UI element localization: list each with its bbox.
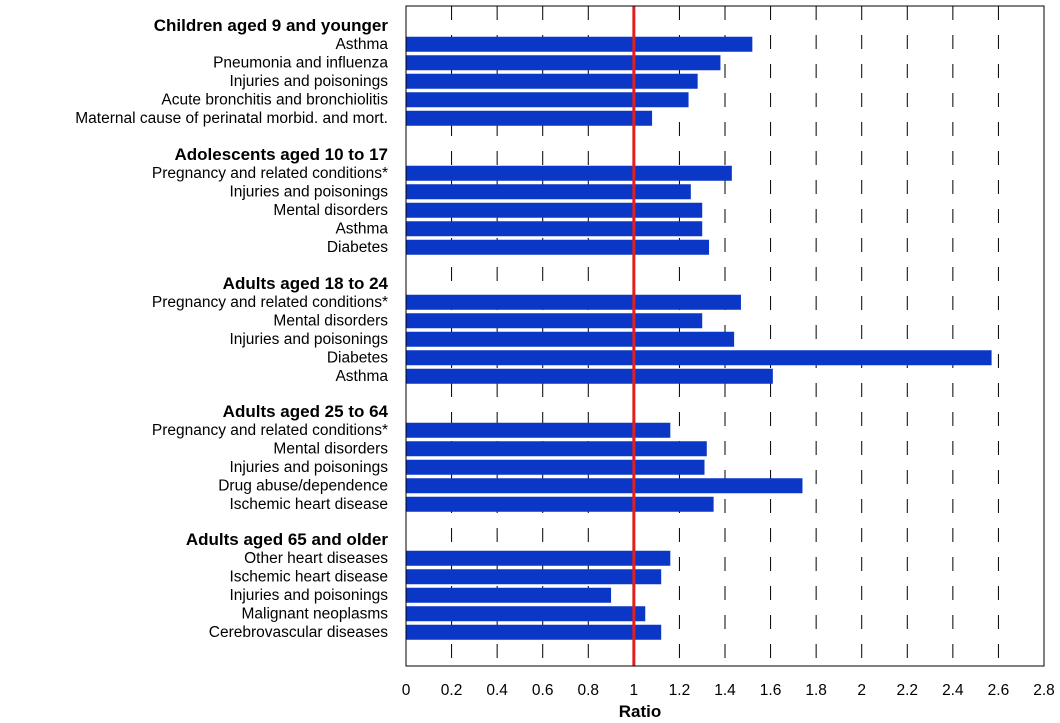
x-axis-title: Ratio <box>619 702 662 721</box>
category-label: Pneumonia and influenza <box>213 55 388 72</box>
x-tick-label: 2.8 <box>1033 682 1055 699</box>
x-tick-label: 1.8 <box>805 682 827 699</box>
bar <box>406 110 653 126</box>
group-title: Children aged 9 and younger <box>154 16 389 35</box>
category-label: Pregnancy and related conditions* <box>152 422 388 439</box>
category-label: Diabetes <box>327 239 388 256</box>
category-label: Asthma <box>335 221 388 238</box>
bar <box>406 202 703 218</box>
x-tick-label: 2.6 <box>988 682 1010 699</box>
x-tick-label: 1.6 <box>760 682 782 699</box>
bar <box>406 331 735 347</box>
x-tick-label: 0.2 <box>441 682 463 699</box>
category-label: Ischemic heart disease <box>229 569 388 586</box>
bar <box>406 55 721 71</box>
category-label: Cerebrovascular diseases <box>209 624 388 641</box>
group-title: Adults aged 18 to 24 <box>223 274 389 293</box>
bar <box>406 368 773 384</box>
bar <box>406 606 646 622</box>
category-label: Asthma <box>335 368 388 385</box>
bar <box>406 624 662 640</box>
category-label: Diabetes <box>327 350 388 367</box>
category-label: Mental disorders <box>273 313 388 330</box>
x-tick-label: 1.4 <box>714 682 736 699</box>
bar <box>406 422 671 438</box>
x-tick-label: 2.2 <box>897 682 919 699</box>
category-label: Mental disorders <box>273 441 388 458</box>
x-tick-label: 2.4 <box>942 682 964 699</box>
bar <box>406 441 707 457</box>
bar <box>406 36 753 52</box>
bars <box>406 36 992 640</box>
category-label: Malignant neoplasms <box>242 606 389 623</box>
x-tick-label: 2 <box>857 682 866 699</box>
category-labels: Children aged 9 and youngerAsthmaPneumon… <box>75 16 388 641</box>
category-label: Maternal cause of perinatal morbid. and … <box>75 110 388 127</box>
category-label: Pregnancy and related conditions* <box>152 294 388 311</box>
x-tick-label: 0.4 <box>486 682 508 699</box>
x-axis-ticks: 0 0.2 0.4 0.6 0.8 1 1.2 1.4 1.6 1.8 2 2.2 2.4 2.6 2.8 <box>402 682 1055 699</box>
plot-frame <box>405 5 1045 667</box>
category-label: Injuries and poisonings <box>229 587 388 604</box>
x-tick-label: 1 <box>630 682 639 699</box>
category-label: Drug abuse/dependence <box>218 478 388 495</box>
category-label: Asthma <box>335 36 388 53</box>
bar <box>406 569 662 585</box>
category-label: Injuries and poisonings <box>229 184 388 201</box>
category-label: Acute bronchitis and bronchiolitis <box>161 92 388 109</box>
bar <box>406 73 698 89</box>
bar <box>406 184 691 200</box>
bar <box>406 239 710 255</box>
category-label: Ischemic heart disease <box>229 496 388 513</box>
group-title: Adolescents aged 10 to 17 <box>174 145 388 164</box>
category-label: Mental disorders <box>273 202 388 219</box>
bar <box>406 294 741 310</box>
bar <box>406 478 803 494</box>
bar <box>406 165 732 181</box>
category-label: Other heart diseases <box>244 550 388 567</box>
x-tick-label: 0 <box>402 682 411 699</box>
bar <box>406 92 689 108</box>
x-tick-label: 0.6 <box>532 682 554 699</box>
bar <box>406 350 992 366</box>
category-label: Pregnancy and related conditions* <box>152 165 388 182</box>
bar <box>406 221 703 237</box>
bar <box>406 550 671 566</box>
bar <box>406 313 703 329</box>
group-title: Adults aged 25 to 64 <box>223 402 389 421</box>
category-label: Injuries and poisonings <box>229 331 388 348</box>
category-label: Injuries and poisonings <box>229 73 388 90</box>
x-tick-label: 1.2 <box>669 682 691 699</box>
x-tick-label: 0.8 <box>578 682 600 699</box>
bar <box>406 587 612 603</box>
bar <box>406 496 714 512</box>
group-title: Adults aged 65 and older <box>186 530 389 549</box>
category-label: Injuries and poisonings <box>229 459 388 476</box>
bar <box>406 459 705 475</box>
